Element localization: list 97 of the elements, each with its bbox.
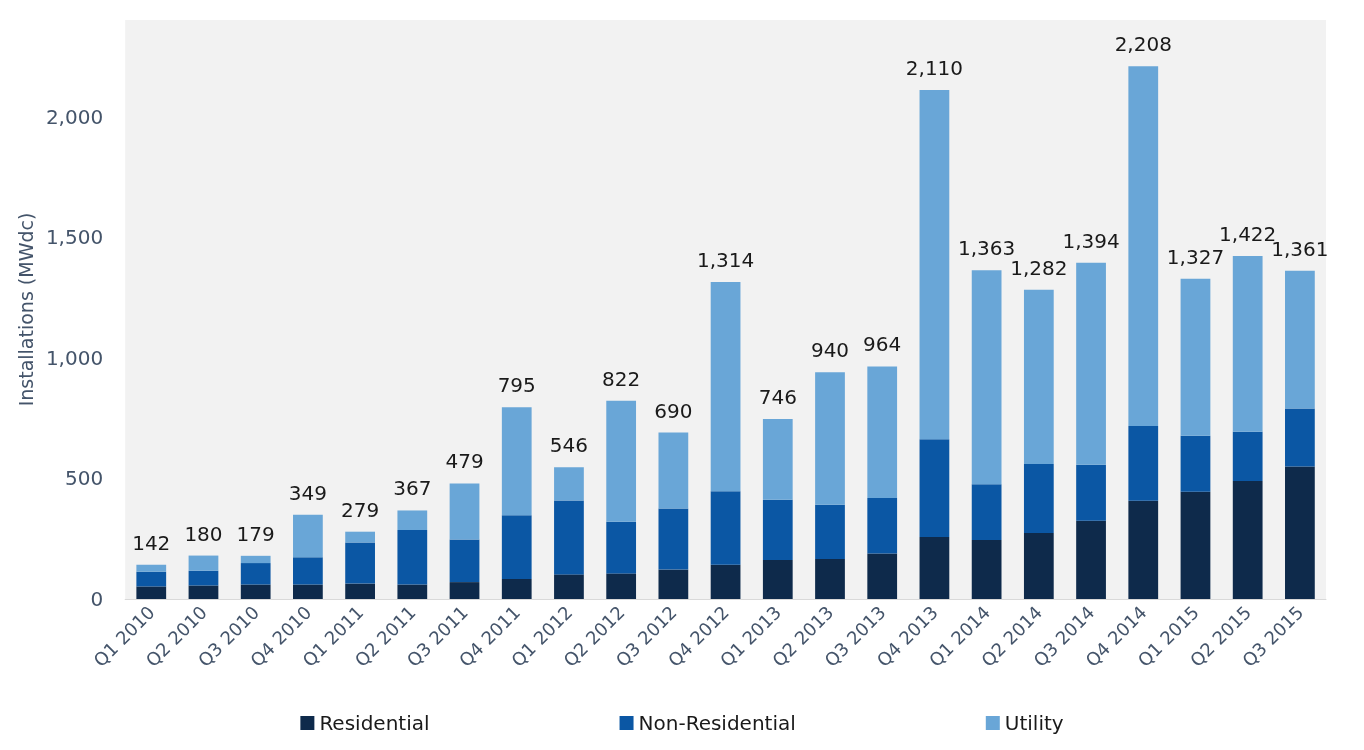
total-label: 179 [236, 521, 275, 546]
bar [188, 585, 219, 599]
bar [1232, 431, 1263, 482]
y-tick-label: 1,000 [45, 345, 104, 370]
legend-label: Non-Residential [638, 711, 796, 735]
y-tick-label: 500 [64, 466, 104, 491]
total-label: 690 [654, 398, 693, 423]
bar [710, 564, 741, 599]
total-label: 822 [602, 366, 641, 391]
bar [867, 553, 898, 599]
bar [658, 569, 689, 599]
bar [606, 521, 637, 574]
y-tick-label: 0 [90, 587, 104, 611]
bar [1285, 270, 1315, 409]
bar [345, 583, 375, 599]
bar [1128, 66, 1159, 427]
bar [815, 372, 845, 505]
bar [762, 559, 793, 599]
total-label: 180 [184, 521, 223, 546]
total-label: 367 [393, 476, 432, 501]
bar [1023, 463, 1054, 533]
legend-label: Utility [1004, 711, 1064, 735]
bar [1128, 426, 1159, 501]
bar [815, 504, 845, 559]
bar [971, 270, 1002, 485]
bar [710, 491, 741, 565]
bar [1180, 435, 1211, 492]
bar [449, 582, 480, 599]
total-label: 746 [758, 385, 797, 410]
bar [501, 407, 532, 516]
bar [1128, 500, 1159, 599]
bar [867, 497, 898, 554]
bar [1076, 262, 1106, 465]
bar [136, 571, 167, 587]
bar [397, 584, 428, 599]
bar [867, 366, 898, 498]
total-label: 964 [863, 332, 902, 357]
bar [1232, 481, 1263, 599]
bar [606, 573, 637, 599]
bar [919, 89, 950, 440]
bar [971, 484, 1002, 540]
bar [293, 584, 323, 599]
bar [1232, 255, 1263, 432]
bar [240, 584, 271, 599]
total-label: 479 [445, 449, 484, 474]
bar [188, 555, 219, 571]
bar [554, 500, 584, 575]
total-label: 349 [288, 480, 327, 505]
bar [1076, 464, 1106, 521]
bar [710, 282, 741, 492]
bar [136, 586, 167, 599]
bar [293, 514, 323, 558]
bar [240, 555, 271, 564]
bar [501, 578, 532, 599]
bar [971, 539, 1002, 599]
total-label: 546 [549, 433, 589, 458]
bar [1285, 408, 1315, 467]
bar [606, 400, 637, 522]
bar [293, 557, 323, 585]
bar [136, 564, 167, 572]
bar [1023, 532, 1054, 599]
bar [1180, 491, 1211, 599]
total-label: 1,327 [1166, 244, 1225, 269]
bar [658, 508, 689, 570]
bar [919, 537, 950, 599]
bar [1180, 278, 1211, 436]
bar [554, 574, 584, 599]
y-axis-title: Installations (MWdc) [14, 212, 37, 407]
bar [449, 539, 480, 583]
total-label: 142 [132, 530, 171, 555]
bar [240, 563, 271, 585]
bar [815, 558, 845, 599]
bar [501, 515, 532, 579]
total-label: 1,394 [1062, 228, 1120, 253]
bar [762, 499, 793, 560]
bar [397, 530, 428, 585]
bar [345, 542, 375, 584]
bar [919, 439, 950, 537]
bar [1023, 289, 1054, 464]
total-label: 1,314 [696, 248, 755, 272]
bar [658, 432, 689, 509]
bar [1285, 466, 1315, 599]
total-label: 795 [497, 373, 536, 398]
total-label: 2,208 [1114, 32, 1172, 57]
bar [188, 570, 219, 586]
bar [1076, 520, 1106, 599]
bar [554, 467, 584, 501]
legend-label: Residential [319, 711, 430, 735]
bar [345, 531, 375, 543]
total-label: 940 [810, 338, 850, 363]
y-tick-label: 1,500 [45, 225, 104, 250]
bar [449, 483, 480, 540]
total-label: 279 [341, 497, 380, 522]
total-label: 2,110 [905, 55, 964, 80]
bar [397, 510, 428, 530]
bar [762, 419, 793, 500]
y-tick-label: 2,000 [45, 104, 104, 129]
